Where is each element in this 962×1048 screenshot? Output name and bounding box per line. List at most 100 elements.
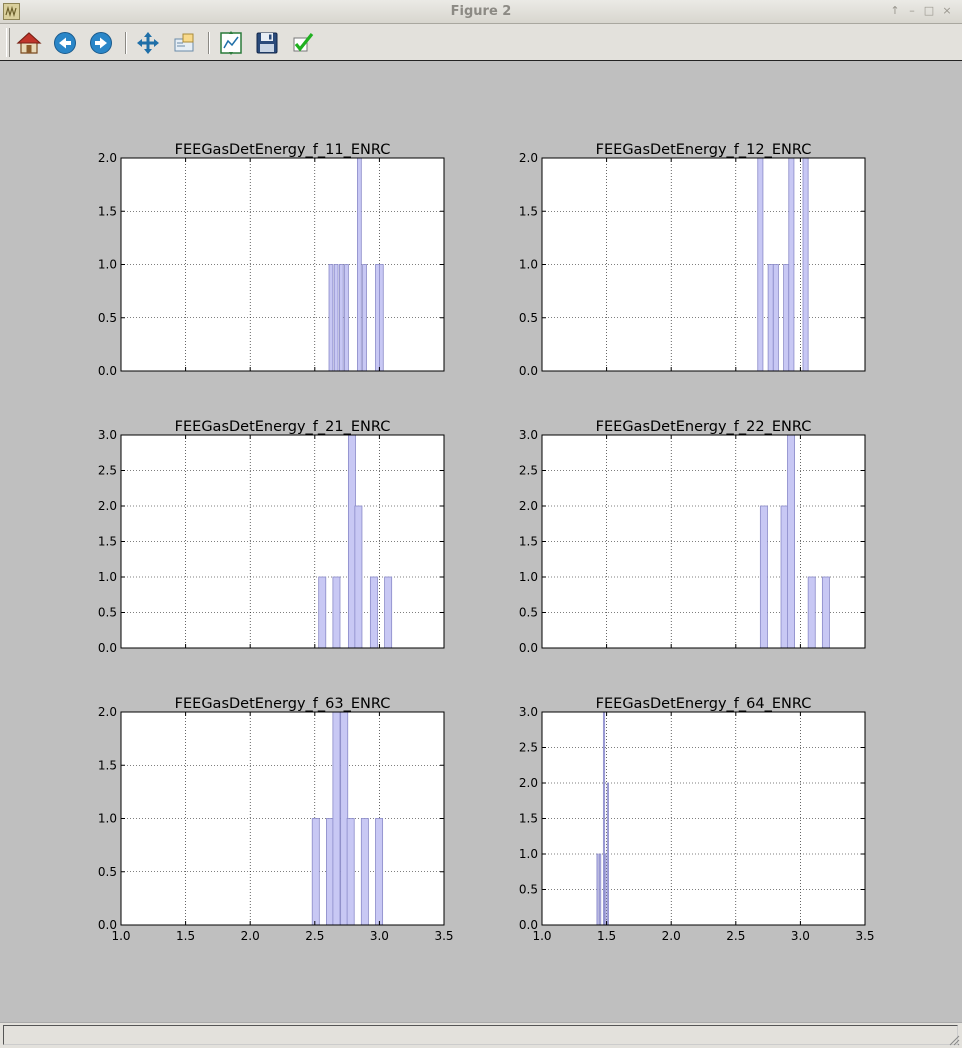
x-tick-label: 3.5 [434,929,453,943]
figure-svg: 0.0 0.5 1.0 1.5 2.0 FEEGasDetEnergy_f_11_ENRC… [98,142,875,943]
title-bar: Figure 2 ↑ – □ × [0,0,962,24]
y-tick-label: 2.0 [519,499,538,513]
y-tick-label: 1.0 [519,847,538,861]
histogram-bar [604,853,607,926]
subplot-title: FEEGasDetEnergy_f_63_ENRC [175,696,391,712]
minimize-icon: – [909,4,915,17]
shade-window-button[interactable]: ↑ [888,4,902,18]
axes-background [121,158,444,371]
y-tick-label: 0.5 [519,311,538,325]
y-tick-label: 1.5 [98,204,117,218]
y-tick-label: 1.5 [519,204,538,218]
histogram-bar [599,853,602,926]
save-button[interactable] [253,29,281,57]
toolbar-separator [125,32,127,54]
up-arrow-icon: ↑ [890,4,900,17]
y-tick-label: 2.0 [98,151,117,165]
y-tick-label: 0.5 [98,865,117,879]
forward-button[interactable] [87,29,115,57]
navigation-toolbar [0,24,962,61]
minimize-button[interactable]: – [905,4,919,18]
histogram-bar [378,264,384,372]
y-tick-label: 1.0 [98,258,117,272]
edit-button[interactable] [289,29,317,57]
y-tick-label: 1.0 [519,570,538,584]
x-tick-label: 1.0 [111,929,130,943]
subplot-4: 0.0 0.5 1.0 1.5 2.0 2.5 3.0 FEEGasDetEnergy_f_2… [519,419,866,655]
axes-background [542,712,865,925]
close-icon: × [942,4,952,17]
x-tick-label: 1.5 [597,929,616,943]
subplot-1: 0.0 0.5 1.0 1.5 2.0 FEEGasDetEnergy_f_11_ENRC [98,142,445,378]
subplots-icon [220,31,242,55]
home-button[interactable] [15,29,43,57]
histogram-bar [328,264,334,372]
y-tick-label: 0.5 [519,606,538,620]
pan-button[interactable] [134,29,162,57]
histogram-bar [772,264,779,372]
subplot-title: FEEGasDetEnergy_f_12_ENRC [596,142,812,158]
y-tick-label: 1.0 [519,258,538,272]
histogram-bar [780,505,789,649]
subplot-title: FEEGasDetEnergy_f_11_ENRC [175,142,391,158]
histogram-bar [384,576,393,649]
histogram-bar [802,157,809,372]
toolbar-separator [208,32,210,54]
home-icon [16,32,42,54]
zoom-button[interactable] [170,29,198,57]
histogram-bar [318,576,327,649]
subplots-button[interactable] [217,29,245,57]
subplot-6: 1.0 1.5 2.0 2.5 3.0 3.5 0.0 0.5 1.0 1.5 2.0 2.5 3.0 F… [519,696,875,943]
histogram-bar [807,576,816,649]
window-title: Figure 2 [450,4,512,19]
y-tick-label: 0.0 [519,918,538,932]
y-tick-label: 3.0 [519,428,538,442]
histogram-bar [821,576,830,649]
subplot-title: FEEGasDetEnergy_f_22_ENRC [596,419,812,435]
y-tick-label: 2.0 [98,705,117,719]
x-tick-label: 1.0 [532,929,551,943]
x-tick-label: 3.0 [370,929,389,943]
y-tick-label: 1.5 [519,535,538,549]
y-tick-label: 2.5 [98,464,117,478]
x-tick-label: 2.0 [662,929,681,943]
checkmark-icon [293,33,314,52]
histogram-bar [767,264,774,372]
histogram-bar [340,711,349,926]
maximize-button[interactable]: □ [922,4,936,18]
histogram-bar [332,711,341,926]
y-tick-label: 2.5 [519,464,538,478]
y-tick-label: 2.0 [98,499,117,513]
resize-grip-icon[interactable] [948,1034,960,1046]
toolbar-grip[interactable] [6,28,10,57]
back-button[interactable] [51,29,79,57]
x-tick-label: 1.5 [176,929,195,943]
y-tick-label: 0.0 [98,918,117,932]
status-message-area [3,1025,958,1045]
y-tick-label: 0.0 [519,641,538,655]
close-button[interactable]: × [940,4,954,18]
histogram-bar [354,505,363,649]
histogram-bar [369,576,378,649]
y-tick-label: 0.5 [98,311,117,325]
histogram-bar [362,264,367,372]
x-tick-label: 2.0 [241,929,260,943]
y-tick-label: 0.5 [519,883,538,897]
histogram-bar [375,264,380,372]
histogram-bar [375,818,384,926]
histogram-bar [788,157,795,372]
axes-background [542,158,865,371]
histogram-bar [333,264,339,372]
y-tick-label: 3.0 [98,428,117,442]
x-tick-label: 2.5 [726,929,745,943]
subplot-3: 0.0 0.5 1.0 1.5 2.0 2.5 3.0 FEEGasDetEnergy_f_2… [98,419,445,655]
y-tick-label: 0.0 [98,364,117,378]
histogram-bar [783,264,790,372]
subplot-2: 0.0 0.5 1.0 1.5 2.0 FEEGasDetEnergy_f_12_ENRC [519,142,866,378]
figure-canvas[interactable]: 0.0 0.5 1.0 1.5 2.0 FEEGasDetEnergy_f_11_ENRC… [0,62,962,1022]
subplot-5: 1.0 1.5 2.0 2.5 3.0 3.5 0.0 0.5 1.0 1.5 2.0 FEEGasD… [98,696,454,943]
subplot-title: FEEGasDetEnergy_f_64_ENRC [596,696,812,712]
histogram-bar [596,853,599,926]
app-icon [3,3,20,20]
histogram-bar [357,157,362,372]
